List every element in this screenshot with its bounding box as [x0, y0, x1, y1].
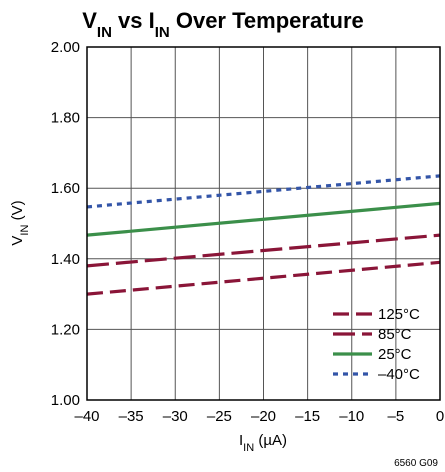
grid-lines — [87, 47, 440, 400]
x-tick-label: –40 — [74, 408, 99, 425]
y-tick-labels: 1.00 1.20 1.40 1.60 1.80 2.00 — [51, 39, 80, 409]
x-tick-label: –30 — [163, 408, 188, 425]
y-tick-label: 1.20 — [51, 321, 80, 338]
x-tick-label: –10 — [339, 408, 364, 425]
y-tick-label: 1.40 — [51, 251, 80, 268]
legend-label: 125°C — [378, 306, 420, 323]
series-line — [86, 201, 441, 237]
x-tick-label: –15 — [295, 408, 320, 425]
legend: 125°C 85°C 25°C –40°C — [333, 306, 420, 383]
series-line — [86, 260, 441, 296]
x-tick-label: –35 — [119, 408, 144, 425]
figure-id: 6560 G09 — [394, 458, 438, 469]
y-tick-label: 1.60 — [51, 180, 80, 197]
series-line — [86, 233, 441, 268]
x-tick-label: 0 — [436, 408, 444, 425]
legend-label: 85°C — [378, 326, 412, 343]
x-axis-label: IIN (µA) — [239, 432, 287, 454]
chart-title: VIN vs IIN Over Temperature — [82, 8, 364, 41]
series-lines — [86, 174, 441, 296]
x-tick-label: –25 — [207, 408, 232, 425]
x-tick-label: –5 — [388, 408, 405, 425]
x-tick-label: –20 — [251, 408, 276, 425]
y-axis-label: VIN (V) — [9, 200, 31, 245]
legend-label: –40°C — [378, 366, 420, 383]
y-tick-label: 1.00 — [51, 392, 80, 409]
legend-label: 25°C — [378, 346, 412, 363]
y-tick-label: 1.80 — [51, 110, 80, 127]
y-tick-label: 2.00 — [51, 39, 80, 56]
x-tick-labels: –40 –35 –30 –25 –20 –15 –10 –5 0 — [74, 408, 444, 425]
plot-frame — [86, 46, 441, 401]
